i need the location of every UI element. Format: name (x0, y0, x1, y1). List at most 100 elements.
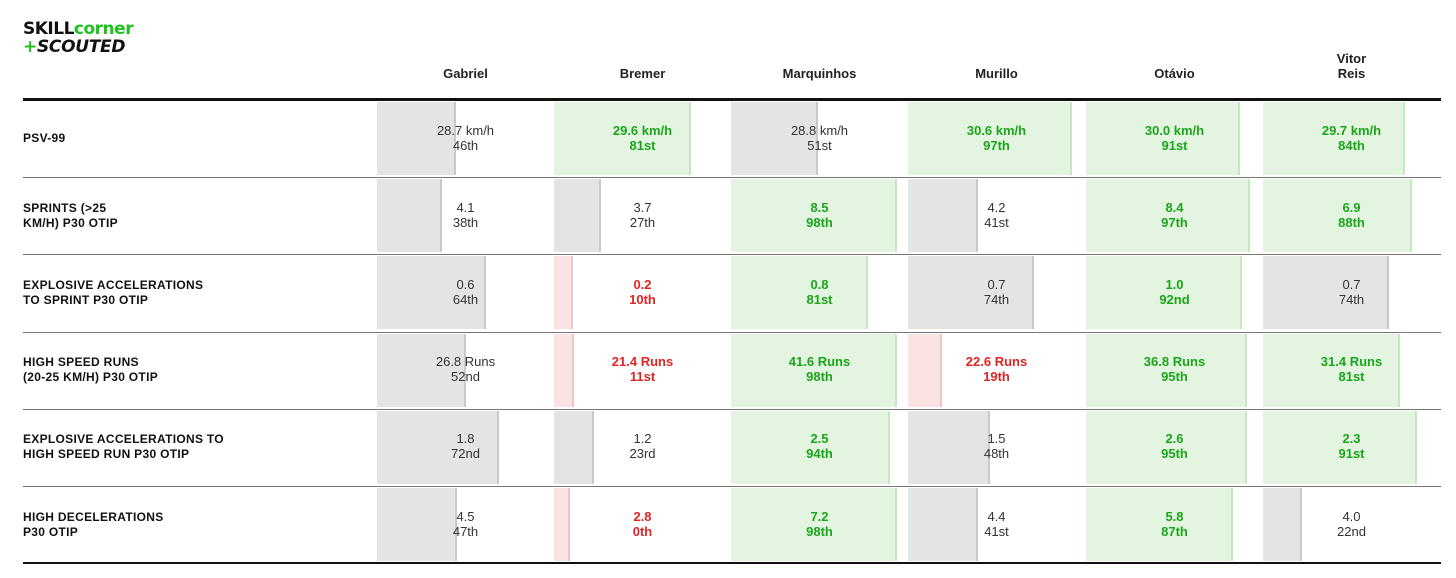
metric-value-cell: 22.6 Runs 19th (908, 354, 1085, 384)
player-header-bremer: Bremer (554, 66, 731, 81)
logo-plus-icon: + (23, 37, 37, 57)
metric-value-cell: 0.8 81st (731, 277, 908, 307)
metric-value: 3.7 (633, 200, 652, 215)
percentile-bar (1263, 334, 1400, 407)
row-separator (23, 177, 1441, 178)
percentile-bar (554, 488, 570, 561)
metric-value-cell: 5.8 87th (1086, 509, 1263, 539)
metric-value-cell: 30.0 km/h 91st (1086, 123, 1263, 153)
metric-value: 0.2 (633, 277, 652, 292)
metric-value-cell: 0.7 74th (908, 277, 1085, 307)
percentile-rank: 47th (452, 524, 479, 539)
percentile-bar (908, 334, 942, 407)
metric-label-line: EXPLOSIVE ACCELERATIONS (23, 278, 204, 292)
metric-label-line: EXPLOSIVE ACCELERATIONS TO (23, 432, 224, 446)
metric-value: 36.8 Runs (1143, 354, 1206, 369)
metric-value: 2.8 (633, 509, 652, 524)
percentile-bar (1086, 102, 1240, 175)
metric-value-cell: 30.6 km/h 97th (908, 123, 1085, 153)
metric-label-line: P30 OTIP (23, 525, 79, 539)
metric-value-cell: 2.5 94th (731, 431, 908, 461)
metric-value: 1.0 (1165, 277, 1184, 292)
metric-value: 1.5 (987, 431, 1006, 446)
percentile-rank: 48th (983, 446, 1010, 461)
percentile-bar (908, 179, 978, 252)
metric-label-line: KM/H) P30 OTIP (23, 216, 118, 230)
metric-value: 28.8 km/h (790, 123, 849, 138)
percentile-bar (1263, 179, 1412, 252)
metric-value: 4.1 (456, 200, 475, 215)
metric-value-cell: 4.0 22nd (1263, 509, 1440, 539)
percentile-bar (554, 102, 691, 175)
metric-value: 1.8 (456, 431, 475, 446)
metric-value: 1.2 (633, 431, 652, 446)
player-name: Otávio (1154, 66, 1195, 81)
percentile-bar (554, 334, 574, 407)
percentile-rank: 46th (452, 138, 479, 153)
percentile-rank: 11st (629, 369, 656, 384)
metric-value-cell: 4.4 41st (908, 509, 1085, 539)
metric-value-cell: 0.6 64th (377, 277, 554, 307)
metric-value: 2.6 (1165, 431, 1184, 446)
percentile-bar (377, 102, 456, 175)
metric-value: 4.4 (987, 509, 1006, 524)
percentile-rank: 10th (629, 292, 656, 307)
metric-value-cell: 4.1 38th (377, 200, 554, 230)
metric-value: 30.6 km/h (966, 123, 1027, 138)
metric-value-cell: 28.7 km/h 46th (377, 123, 554, 153)
metric-label-line: HIGH SPEED RUNS (23, 355, 139, 369)
metric-value-cell: 7.2 98th (731, 509, 908, 539)
metric-value: 31.4 Runs (1320, 354, 1383, 369)
metric-value: 2.3 (1342, 431, 1361, 446)
player-name: Gabriel (443, 66, 488, 81)
percentile-rank: 41st (984, 524, 1009, 539)
percentile-rank: 0th (632, 524, 653, 539)
metric-label-line: PSV-99 (23, 131, 66, 145)
table-bottom-border (23, 562, 1441, 564)
percentile-bar (1086, 179, 1250, 252)
row-separator (23, 254, 1441, 255)
percentile-bar (377, 334, 466, 407)
header-divider (23, 98, 1441, 101)
metric-value: 8.4 (1165, 200, 1184, 215)
metric-value: 8.5 (810, 200, 829, 215)
player-header-vitor-reis: Vitor Reis (1263, 51, 1440, 81)
metric-value: 22.6 Runs (965, 354, 1028, 369)
percentile-bar (1263, 411, 1417, 484)
percentile-bar (1086, 256, 1242, 329)
metric-value-cell: 36.8 Runs 95th (1086, 354, 1263, 384)
percentile-bar (908, 411, 990, 484)
metric-value: 0.8 (810, 277, 829, 292)
metric-value: 7.2 (810, 509, 829, 524)
metric-label: HIGH SPEED RUNS (20-25 KM/H) P30 OTIP (23, 355, 353, 385)
metric-value: 4.2 (987, 200, 1006, 215)
player-name: Marquinhos (782, 66, 857, 81)
metric-value-cell: 29.7 km/h 84th (1263, 123, 1440, 153)
percentile-rank: 41st (984, 215, 1009, 230)
row-separator (23, 332, 1441, 333)
percentile-rank: 72nd (451, 446, 480, 461)
metric-value-cell: 2.3 91st (1263, 431, 1440, 461)
metric-value-cell: 28.8 km/h 51st (731, 123, 908, 153)
metric-value-cell: 8.5 98th (731, 200, 908, 230)
percentile-bar (554, 256, 573, 329)
metric-value: 0.6 (456, 277, 475, 292)
percentile-rank: 22nd (1337, 524, 1366, 539)
logo-skill-text: SKILL (23, 19, 74, 39)
percentile-bar (731, 411, 890, 484)
percentile-rank: 52nd (451, 369, 480, 384)
percentile-rank: 95th (1161, 446, 1188, 461)
percentile-rank: 97th (983, 138, 1010, 153)
skillcorner-scouted-logo: SKILLcorner +SCOUTED (23, 19, 134, 57)
percentile-bar (377, 179, 442, 252)
percentile-rank: 64th (452, 292, 479, 307)
logo-scouted-text: SCOUTED (36, 37, 126, 57)
metric-value-cell: 29.6 km/h 81st (554, 123, 731, 153)
percentile-rank: 98th (806, 524, 833, 539)
row-separator (23, 409, 1441, 410)
metric-value-cell: 41.6 Runs 98th (731, 354, 908, 384)
metric-value: 0.7 (987, 277, 1006, 292)
metric-value: 5.8 (1165, 509, 1184, 524)
metric-value: 2.5 (810, 431, 829, 446)
percentile-rank: 23rd (629, 446, 656, 461)
